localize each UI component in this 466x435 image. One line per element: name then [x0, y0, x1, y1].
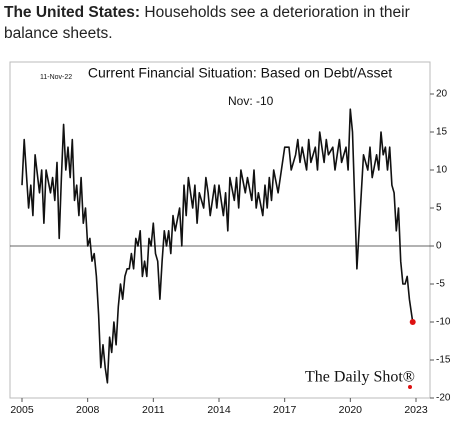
annotation: Nov: -10 [228, 94, 274, 108]
last-point [409, 319, 416, 325]
x-tick-label: 2011 [142, 404, 165, 416]
x-tick-label: 2023 [404, 404, 428, 416]
y-tick-label: 15 [436, 127, 448, 138]
header-text: Households see a deterioration in their … [4, 4, 410, 42]
y-tick-label: 0 [436, 241, 442, 252]
header: The United States: Households see a dete… [4, 2, 462, 44]
line-series [21, 108, 414, 384]
x-tick-label: 2005 [10, 404, 34, 416]
x-tick-label: 2020 [339, 404, 363, 416]
x-tick-label: 2017 [273, 404, 297, 416]
y-tick-label: 10 [436, 165, 448, 176]
y-tick-label: -10 [436, 317, 451, 328]
chart-title: Current Financial Situation: Based on De… [88, 65, 392, 81]
watermark: The Daily Shot® [305, 369, 415, 386]
y-tick-label: -5 [436, 279, 445, 290]
date-stamp: 11-Nov-22 [40, 74, 72, 81]
y-tick-label: 20 [436, 89, 448, 100]
y-tick-label: 5 [436, 203, 442, 214]
x-tick-label: 2008 [76, 404, 100, 416]
header-title: The United States: [4, 4, 141, 21]
x-tick-label: 2014 [207, 404, 231, 416]
chart-frame [9, 61, 431, 399]
y-tick-label: -20 [436, 393, 451, 404]
y-tick-label: -15 [436, 355, 451, 366]
watermark-dot [408, 385, 412, 389]
